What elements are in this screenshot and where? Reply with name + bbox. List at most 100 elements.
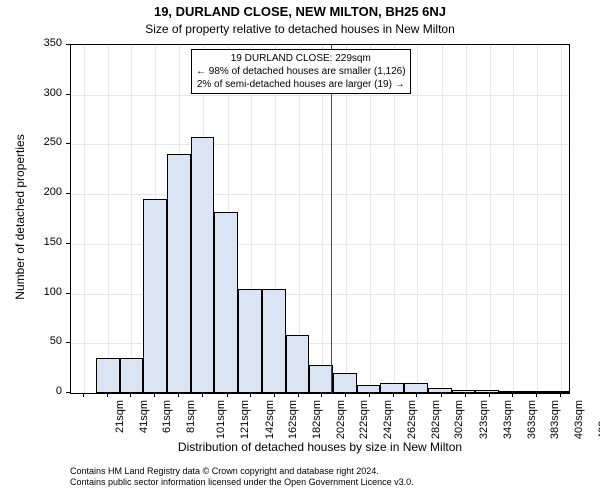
annotation-line1: 19 DURLAND CLOSE: 229sqm — [196, 52, 406, 65]
y-tick-label: 250 — [32, 136, 62, 148]
y-tick-label: 350 — [32, 37, 62, 49]
annotation-line3: 2% of semi-detached houses are larger (1… — [196, 78, 406, 91]
x-tick-label: 182sqm — [311, 400, 323, 439]
y-tick-label: 0 — [32, 385, 62, 397]
x-tick-label: 162sqm — [287, 400, 299, 439]
gridline-v — [84, 45, 85, 393]
gridline-h — [71, 144, 569, 145]
histogram-bar — [404, 383, 428, 393]
y-tick-mark — [66, 243, 70, 244]
histogram-bar — [380, 383, 404, 393]
x-tick-label: 383sqm — [549, 400, 561, 439]
y-tick-label: 300 — [32, 87, 62, 99]
histogram-bar — [475, 390, 499, 393]
gridline-v — [417, 45, 418, 393]
x-tick-mark — [465, 393, 466, 397]
x-tick-mark — [107, 393, 108, 397]
x-tick-mark — [489, 393, 490, 397]
histogram-bar — [120, 358, 144, 393]
gridline-v — [322, 45, 323, 393]
y-tick-mark — [66, 392, 70, 393]
y-tick-mark — [66, 193, 70, 194]
x-tick-mark — [536, 393, 537, 397]
y-tick-label: 100 — [32, 286, 62, 298]
plot-area: 19 DURLAND CLOSE: 229sqm ← 98% of detach… — [70, 44, 570, 394]
x-tick-label: 343sqm — [502, 400, 514, 439]
histogram-bar — [333, 373, 357, 393]
x-tick-mark — [250, 393, 251, 397]
annotation-line2: ← 98% of detached houses are smaller (1,… — [196, 65, 406, 78]
histogram-bar — [96, 358, 120, 393]
x-tick-label: 282sqm — [430, 400, 442, 439]
x-tick-label: 81sqm — [185, 400, 197, 433]
gridline-v — [466, 45, 467, 393]
x-tick-label: 21sqm — [114, 400, 126, 433]
attribution: Contains HM Land Registry data © Crown c… — [70, 466, 570, 489]
x-tick-mark — [345, 393, 346, 397]
x-tick-label: 41sqm — [138, 400, 150, 433]
x-tick-mark — [202, 393, 203, 397]
x-tick-mark — [321, 393, 322, 397]
attribution-line1: Contains HM Land Registry data © Crown c… — [70, 466, 570, 477]
histogram-bar — [523, 391, 547, 393]
y-tick-label: 50 — [32, 335, 62, 347]
x-tick-mark — [298, 393, 299, 397]
x-tick-label: 363sqm — [526, 400, 538, 439]
histogram-bar — [452, 390, 476, 393]
gridline-v — [561, 45, 562, 393]
x-axis-label: Distribution of detached houses by size … — [70, 440, 570, 454]
title-address: 19, DURLAND CLOSE, NEW MILTON, BH25 6NJ — [0, 4, 600, 19]
y-tick-label: 150 — [32, 236, 62, 248]
histogram-bar — [238, 289, 262, 393]
x-tick-mark — [441, 393, 442, 397]
x-tick-label: 222sqm — [359, 400, 371, 439]
chart-container: 19, DURLAND CLOSE, NEW MILTON, BH25 6NJ … — [0, 0, 600, 500]
x-tick-label: 242sqm — [382, 400, 394, 439]
x-tick-mark — [154, 393, 155, 397]
histogram-bar — [428, 388, 452, 393]
gridline-v — [513, 45, 514, 393]
histogram-bar — [286, 335, 310, 393]
y-tick-mark — [66, 143, 70, 144]
gridline-v — [537, 45, 538, 393]
x-tick-label: 202sqm — [335, 400, 347, 439]
y-tick-mark — [66, 293, 70, 294]
gridline-v — [346, 45, 347, 393]
gridline-v — [108, 45, 109, 393]
gridline-h — [71, 194, 569, 195]
gridline-h — [71, 95, 569, 96]
x-tick-label: 262sqm — [406, 400, 418, 439]
attribution-line2: Contains public sector information licen… — [70, 477, 570, 488]
x-tick-label: 61sqm — [162, 400, 174, 433]
gridline-v — [370, 45, 371, 393]
histogram-bar — [546, 391, 570, 393]
x-tick-mark — [227, 393, 228, 397]
x-tick-label: 142sqm — [264, 400, 276, 439]
x-tick-label: 121sqm — [239, 400, 251, 439]
x-tick-mark — [393, 393, 394, 397]
x-tick-label: 302sqm — [453, 400, 465, 439]
histogram-bar — [143, 199, 167, 393]
x-tick-mark — [83, 393, 84, 397]
histogram-bar — [262, 289, 286, 393]
y-tick-mark — [66, 342, 70, 343]
y-tick-mark — [66, 94, 70, 95]
histogram-bar — [357, 385, 381, 393]
x-tick-mark — [274, 393, 275, 397]
histogram-bar — [499, 391, 523, 393]
histogram-bar — [191, 137, 215, 393]
y-tick-mark — [66, 44, 70, 45]
x-tick-mark — [130, 393, 131, 397]
x-tick-label: 323sqm — [478, 400, 490, 439]
histogram-bar — [309, 365, 333, 393]
y-axis-label: Number of detached properties — [13, 127, 27, 307]
annotation-box: 19 DURLAND CLOSE: 229sqm ← 98% of detach… — [191, 49, 411, 94]
x-tick-mark — [512, 393, 513, 397]
reference-line — [331, 45, 332, 393]
gridline-v — [394, 45, 395, 393]
gridline-v — [442, 45, 443, 393]
x-tick-mark — [416, 393, 417, 397]
x-tick-mark — [369, 393, 370, 397]
x-tick-mark — [560, 393, 561, 397]
x-tick-mark — [178, 393, 179, 397]
